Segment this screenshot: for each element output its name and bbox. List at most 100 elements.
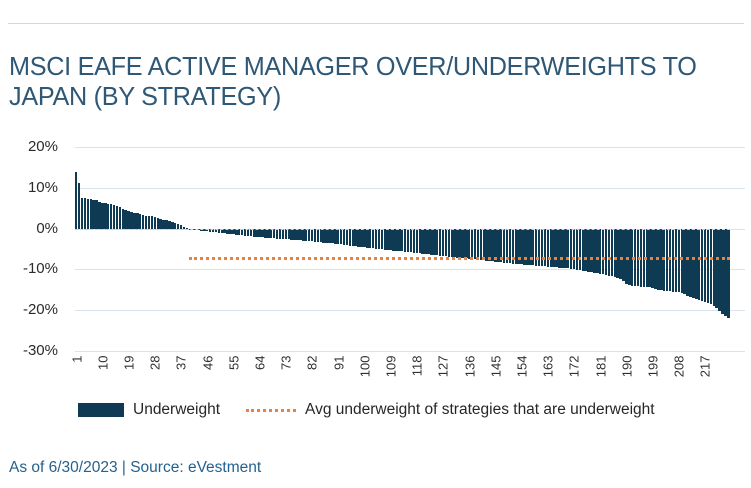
strategy-bar (427, 228, 430, 255)
top-divider (8, 23, 744, 24)
x-tick-label: 190 (619, 355, 635, 378)
underweight-legend-label: Underweight (133, 401, 221, 418)
strategy-bar (587, 228, 590, 272)
x-tick-label: 217 (697, 355, 713, 378)
strategy-bar (628, 228, 631, 286)
strategy-bar (532, 228, 535, 266)
strategy-bar (275, 228, 279, 239)
strategy-bar (232, 228, 235, 235)
strategy-bar (703, 228, 707, 302)
strategy-bar (264, 228, 267, 238)
strategy-bar (107, 203, 110, 229)
y-tick-label: -30% (22, 342, 58, 359)
x-tick-label: 1 (69, 355, 84, 363)
gridline (75, 351, 745, 352)
gridline (75, 187, 745, 189)
strategy-bar (127, 211, 130, 229)
strategy-bar (307, 228, 311, 241)
strategy-bar (715, 228, 718, 309)
strategy-bar (229, 228, 232, 234)
strategy-bar (220, 228, 223, 234)
strategy-bar (564, 228, 567, 269)
strategy-bar (453, 228, 456, 258)
y-tick-label: 10% (27, 178, 58, 196)
strategy-bar (130, 212, 133, 229)
strategy-bar (153, 216, 157, 229)
strategy-bar (558, 228, 561, 268)
strategy-bar (302, 228, 305, 241)
strategy-bar (462, 228, 465, 259)
strategy-bar (511, 228, 515, 264)
strategy-bar (165, 220, 168, 229)
strategy-bar (435, 228, 439, 256)
strategy-bar (281, 228, 285, 239)
strategy-bar (695, 228, 698, 300)
strategy-bar (444, 228, 448, 257)
strategy-bar (133, 212, 136, 229)
strategy-bar (351, 228, 354, 246)
strategy-bar (689, 228, 692, 298)
strategy-bar (176, 224, 180, 229)
strategy-bar (601, 228, 605, 275)
strategy-bar (360, 228, 363, 247)
strategy-bar (246, 228, 250, 236)
strategy-bar (383, 228, 387, 250)
x-tick-label: 46 (200, 355, 215, 370)
strategy-bar (406, 228, 410, 253)
strategy-bar (398, 228, 401, 252)
strategy-bar (674, 228, 678, 293)
strategy-bar (214, 228, 218, 233)
strategy-bar (235, 228, 238, 235)
strategy-bar (109, 204, 113, 229)
strategy-bar (369, 228, 372, 248)
strategy-bar (424, 228, 427, 254)
strategy-bar (124, 210, 127, 229)
strategy-bar (697, 228, 701, 300)
strategy-bar (313, 228, 317, 242)
strategy-bar (418, 228, 421, 254)
strategy-bar (287, 228, 290, 240)
strategy-bar (616, 228, 619, 278)
strategy-bar (401, 228, 404, 252)
strategy-bar (377, 228, 381, 249)
strategy-bar (712, 228, 715, 307)
strategy-bar (144, 215, 148, 229)
strategy-bar (610, 228, 614, 277)
strategy-bar (92, 199, 95, 229)
strategy-bar (141, 214, 145, 229)
strategy-bar (604, 228, 608, 276)
strategy-bar (278, 228, 282, 239)
strategy-bar (255, 228, 258, 237)
strategy-bar (348, 228, 352, 246)
strategy-bar (479, 228, 483, 261)
strategy-bar (575, 228, 579, 270)
strategy-bar (497, 228, 500, 262)
x-tick-label: 118 (409, 355, 425, 377)
x-tick-label: 136 (462, 355, 477, 378)
strategy-bar (83, 198, 87, 229)
x-tick-label: 163 (540, 355, 556, 378)
strategy-bar (470, 228, 474, 260)
strategy-bar (284, 228, 288, 240)
x-tick-label: 145 (488, 355, 504, 378)
strategy-bar (680, 228, 683, 294)
strategy-bar (546, 228, 550, 267)
strategy-bar (357, 228, 360, 247)
strategy-bar (456, 228, 459, 258)
strategy-bar (206, 228, 209, 232)
strategy-bar (543, 228, 547, 267)
strategy-bar (500, 228, 503, 263)
strategy-bar (706, 228, 710, 303)
strategy-bar (95, 200, 98, 229)
strategy-bar (677, 228, 681, 293)
strategy-bar (249, 228, 253, 237)
strategy-bar (185, 227, 189, 229)
y-tick-label: -10% (22, 260, 58, 278)
x-tick-label: 10 (95, 355, 111, 370)
strategy-bar (217, 228, 221, 233)
strategy-bar (447, 228, 451, 257)
strategy-bar (508, 228, 512, 264)
strategy-bar (415, 228, 419, 254)
strategy-bar (590, 228, 593, 273)
x-tick-label: 127 (435, 355, 451, 378)
